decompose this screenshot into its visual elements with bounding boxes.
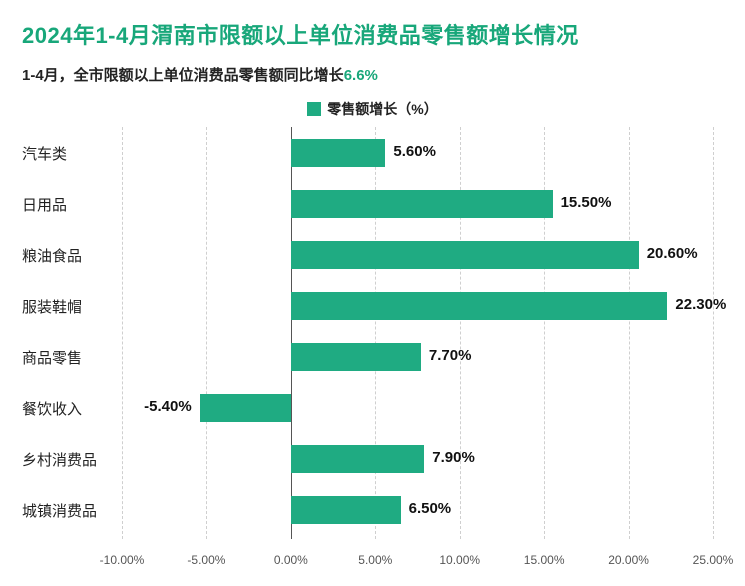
category-label: 乡村消费品	[22, 449, 114, 470]
x-tick-label: 20.00%	[608, 553, 649, 567]
chart-legend: 零售额增长（%）	[22, 99, 723, 119]
x-tick-label: 5.00%	[358, 553, 392, 567]
category-label: 服装鞋帽	[22, 296, 114, 317]
category-label: 城镇消费品	[22, 500, 114, 521]
category-label: 商品零售	[22, 347, 114, 368]
chart-title: 2024年1-4月渭南市限额以上单位消费品零售额增长情况	[22, 18, 723, 50]
category-label: 粮油食品	[22, 245, 114, 266]
bar	[291, 445, 424, 473]
value-label: 5.60%	[393, 143, 436, 160]
bar	[200, 394, 291, 422]
x-tick-label: -5.00%	[187, 553, 225, 567]
x-tick-label: 10.00%	[439, 553, 480, 567]
grid-line	[629, 127, 630, 539]
bar	[291, 292, 668, 320]
legend-label: 零售额增长（%）	[327, 101, 437, 117]
category-label: 汽车类	[22, 143, 114, 164]
grid-line	[122, 127, 123, 539]
subtitle-accent-value: 6.6%	[344, 67, 378, 84]
x-tick-label: 25.00%	[693, 553, 734, 567]
bar	[291, 139, 386, 167]
value-label: 22.30%	[675, 296, 726, 313]
value-label: 20.60%	[647, 245, 698, 262]
bar	[291, 496, 401, 524]
category-label: 日用品	[22, 194, 114, 215]
x-tick-label: -10.00%	[100, 553, 145, 567]
value-label: -5.40%	[144, 398, 192, 415]
value-label: 7.90%	[432, 449, 475, 466]
value-label: 7.70%	[429, 347, 472, 364]
grid-line	[206, 127, 207, 539]
grid-line	[713, 127, 714, 539]
subtitle-prefix: 1-4月，全市限额以上单位消费品零售额同比增长	[22, 67, 344, 84]
bar	[291, 190, 553, 218]
chart-subtitle: 1-4月，全市限额以上单位消费品零售额同比增长6.6%	[22, 64, 723, 85]
bar	[291, 241, 639, 269]
value-label: 6.50%	[409, 500, 452, 517]
x-tick-label: 0.00%	[274, 553, 308, 567]
chart-container: 2024年1-4月渭南市限额以上单位消费品零售额增长情况 1-4月，全市限额以上…	[0, 0, 745, 586]
plot-area: -10.00% -5.00% 0.00% 5.00% 10.00% 15.00% 20.00…	[22, 127, 723, 567]
category-label: 餐饮收入	[22, 398, 114, 419]
value-label: 15.50%	[561, 194, 612, 211]
x-tick-label: 15.00%	[524, 553, 565, 567]
bar	[291, 343, 421, 371]
legend-swatch	[307, 102, 321, 116]
